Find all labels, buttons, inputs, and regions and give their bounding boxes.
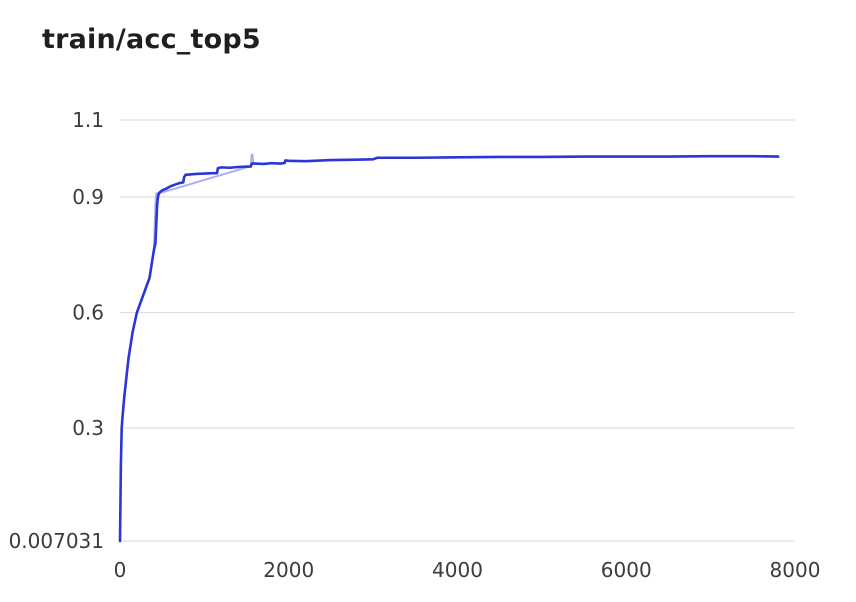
tick-labels: 0.007031 0.3 0.6 0.9 1.1 0 2000 4000 6000 8000 <box>9 108 821 582</box>
series-lines <box>118 153 780 543</box>
y-tick-label: 0.3 <box>72 416 104 440</box>
y-tick-label: 0.007031 <box>9 529 104 553</box>
x-tick-label: 8000 <box>770 558 821 582</box>
x-tick-label: 6000 <box>601 558 652 582</box>
raw-series-line <box>152 153 255 252</box>
x-tick-label: 2000 <box>263 558 314 582</box>
grid-lines <box>120 119 795 542</box>
chart-title: train/acc_top5 <box>42 24 261 55</box>
x-tick-label: 0 <box>114 558 127 582</box>
y-tick-label: 1.1 <box>72 108 104 132</box>
x-tick-label: 4000 <box>432 558 483 582</box>
y-tick-label: 0.6 <box>72 301 104 325</box>
y-tick-label: 0.9 <box>72 185 104 209</box>
smoothed-series-line <box>118 154 780 543</box>
